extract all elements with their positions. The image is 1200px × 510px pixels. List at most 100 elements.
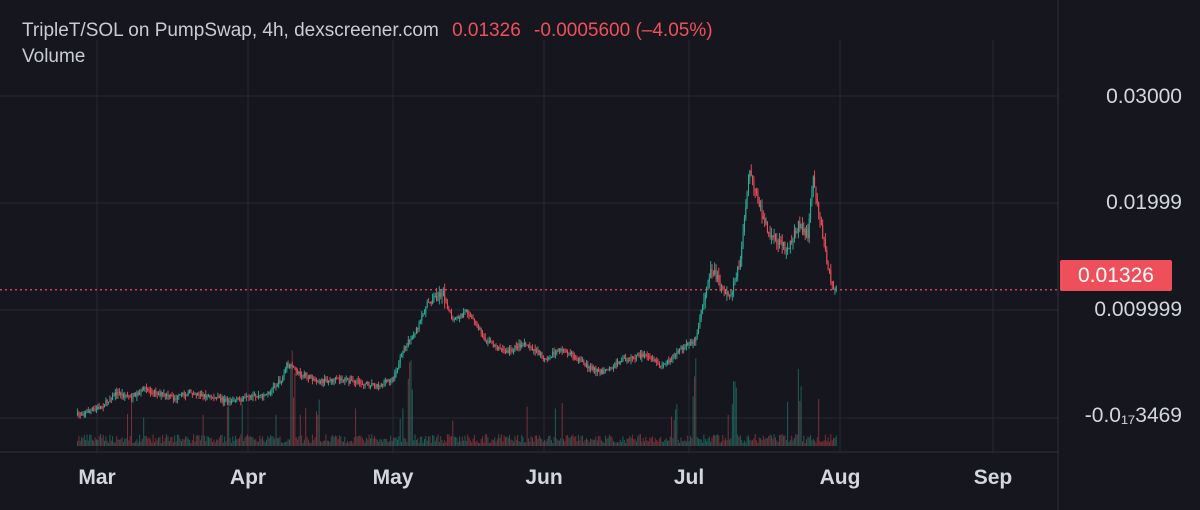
volume-bar	[619, 439, 621, 446]
volume-bar	[379, 439, 381, 446]
volume-bar	[652, 436, 654, 446]
volume-bar	[162, 434, 164, 446]
volume-bar	[703, 434, 705, 446]
volume-bar	[684, 440, 686, 446]
candle-body	[118, 392, 120, 394]
candle-body	[622, 358, 624, 362]
volume-bar	[411, 389, 413, 446]
candle-body	[77, 412, 78, 416]
candle-body	[425, 307, 427, 314]
candle-body	[623, 358, 625, 359]
candle-body	[437, 296, 439, 301]
candle-body	[448, 308, 450, 311]
volume-bar	[228, 404, 230, 446]
volume-bar	[401, 441, 402, 446]
volume-bar	[237, 439, 239, 446]
candle-body	[683, 347, 685, 350]
candle-body	[734, 278, 736, 282]
volume-bar	[568, 437, 570, 446]
candle-body	[286, 363, 288, 370]
candle-body	[239, 398, 240, 400]
candle-body	[554, 353, 556, 355]
candle-body	[607, 369, 609, 371]
candle-body	[251, 395, 253, 397]
candle-body	[669, 359, 671, 363]
candle-body	[598, 369, 600, 372]
volume-bar	[295, 436, 297, 446]
candle-body	[675, 354, 677, 356]
candle-body	[283, 372, 285, 377]
volume-bar	[702, 442, 704, 446]
candle-body	[708, 277, 710, 282]
volume-bar	[521, 434, 523, 446]
candle-body	[272, 386, 274, 389]
volume-bar	[741, 439, 743, 446]
candle-body	[160, 392, 162, 396]
volume-bar	[399, 418, 401, 446]
volume-bar	[430, 442, 432, 446]
volume-bar	[824, 434, 826, 446]
candle-body	[833, 285, 834, 290]
volume-bar	[190, 443, 192, 446]
candle-body	[190, 389, 192, 393]
volume-bar	[191, 440, 193, 446]
candle-body	[522, 344, 524, 346]
volume-bar	[789, 439, 791, 446]
candle-body	[515, 345, 517, 348]
candle-body	[220, 397, 222, 401]
candle-body	[712, 272, 714, 274]
candle-body	[556, 351, 558, 354]
candle-body	[811, 189, 813, 202]
candle-body	[240, 399, 242, 402]
candle-body	[217, 396, 219, 398]
candle-body	[703, 300, 705, 305]
candle-body	[658, 364, 660, 366]
volume-bar	[445, 442, 447, 446]
volume-bar	[352, 442, 354, 446]
volume-bar	[708, 436, 710, 446]
candle-body	[122, 393, 124, 397]
volume-bar	[514, 436, 516, 446]
volume-bar	[820, 442, 822, 446]
x-tick-label: Jul	[673, 466, 705, 489]
candle-body	[183, 392, 185, 396]
candle-body	[212, 397, 213, 399]
volume-bar	[768, 436, 770, 446]
candle-body	[571, 352, 573, 355]
candle-body	[762, 216, 764, 219]
volume-bar	[217, 440, 219, 446]
volume-bar	[434, 441, 436, 446]
volume-bar	[826, 441, 828, 446]
volume-bar	[733, 381, 735, 446]
volume-bar	[426, 440, 428, 446]
volume-bar	[149, 439, 151, 446]
candle-body	[802, 223, 803, 233]
candle-body	[793, 230, 795, 239]
volume-bar	[147, 438, 149, 446]
candle-body	[619, 361, 621, 365]
volume-bar	[210, 437, 212, 446]
candle-body	[552, 351, 554, 357]
candle-body	[657, 362, 659, 364]
candle-body	[731, 292, 733, 295]
volume-bar	[449, 436, 451, 446]
volume-bar	[432, 435, 434, 446]
candle-body	[735, 277, 737, 279]
candle-body	[603, 370, 605, 374]
candle-body	[541, 352, 543, 357]
candle-body	[500, 348, 502, 350]
volume-bar	[621, 441, 623, 446]
volume-bar	[406, 441, 408, 446]
candle-body	[765, 222, 767, 224]
candle-body	[428, 302, 429, 303]
candle-body	[417, 327, 419, 330]
volume-bar	[321, 442, 323, 446]
candle-body	[640, 354, 641, 358]
candle-body	[131, 397, 132, 399]
volume-bar	[102, 435, 104, 446]
volume-bar	[604, 435, 606, 446]
volume-bar	[353, 437, 355, 446]
volume-bar	[202, 414, 204, 446]
